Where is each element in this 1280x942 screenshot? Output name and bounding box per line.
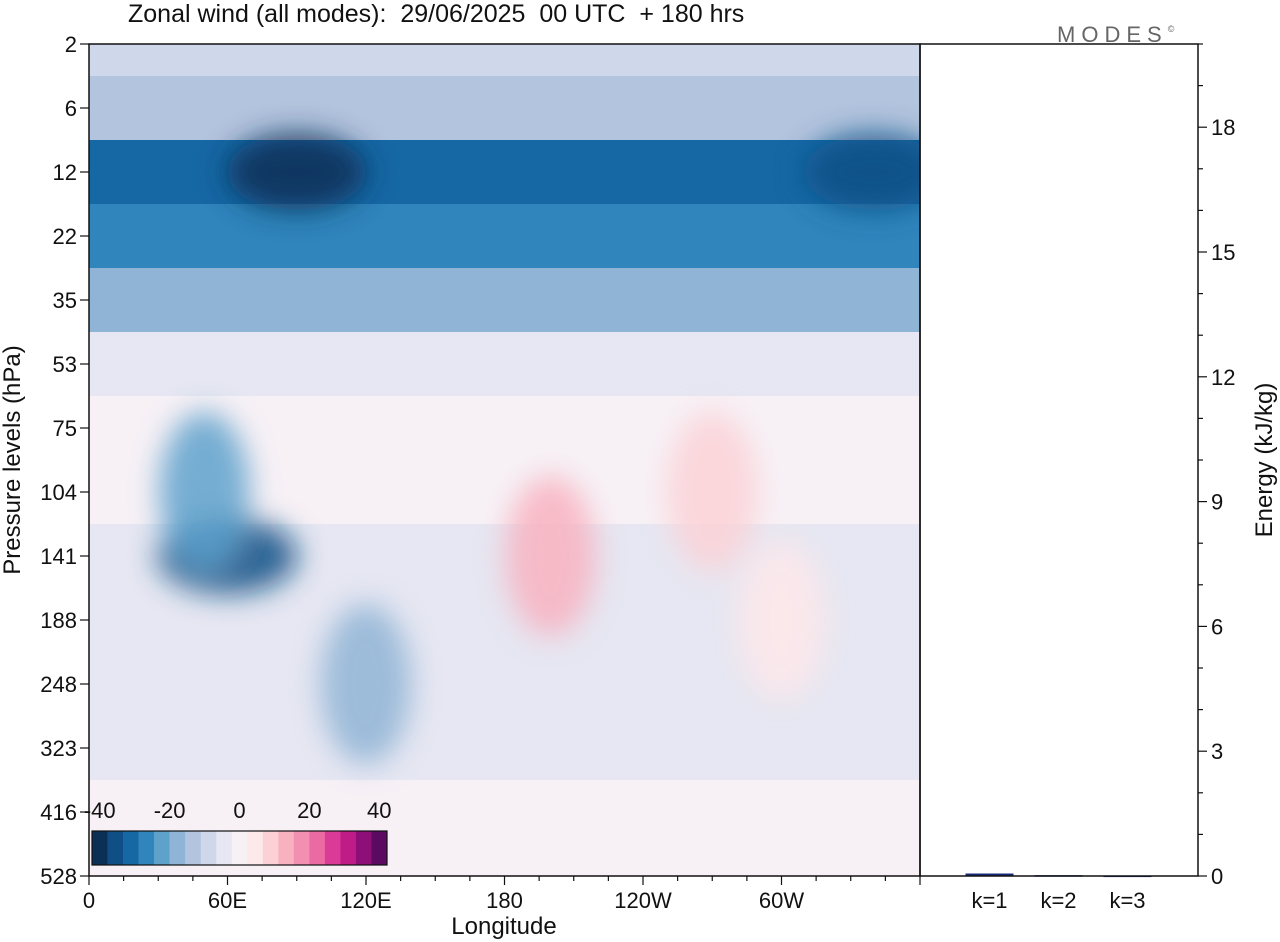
colorbar-swatch (216, 831, 233, 865)
colorbar-tick-label: -40 (84, 798, 116, 823)
energy-bar (965, 873, 1014, 876)
colorbar-tick-label: 0 (233, 798, 245, 823)
energy-tick-label: 0 (1211, 864, 1223, 889)
heatmap-features (157, 134, 920, 764)
colorbar: -40 -20 0 20 40 (84, 798, 391, 866)
heatmap-anomaly (226, 134, 367, 210)
heatmap-band (89, 44, 920, 77)
energy-tick-label: 3 (1211, 739, 1223, 764)
bar-category-label: k=3 (1109, 888, 1145, 913)
colorbar-swatch (324, 831, 341, 865)
colorbar-tick-label: 20 (297, 798, 321, 823)
y-tick-label: 248 (40, 672, 77, 697)
bar-panel-frame (919, 43, 1199, 877)
heatmap-anomaly (803, 134, 920, 210)
y-tick-label: 12 (53, 160, 77, 185)
colorbar-swatch (355, 831, 372, 865)
heatmap-band (89, 140, 920, 205)
heatmap-band (89, 332, 920, 397)
colorbar-tick-label: 40 (367, 798, 391, 823)
x-tick-label: 60W (759, 888, 804, 913)
colorbar-swatch (293, 831, 310, 865)
colorbar-swatch (92, 831, 108, 865)
colorbar-swatch (138, 831, 155, 865)
y-tick-label: 53 (53, 352, 77, 377)
colorbar-swatch (154, 831, 170, 865)
x-tick-label: 0 (83, 888, 95, 913)
heatmap-band (89, 76, 920, 141)
energy-tick-label: 6 (1211, 614, 1223, 639)
y-axis-label: Pressure levels (hPa) (0, 345, 26, 574)
colorbar-swatch (200, 831, 217, 865)
colorbar-swatch (278, 831, 295, 865)
y-tick-label: 104 (40, 480, 77, 505)
x-tick-label: 120W (614, 888, 672, 913)
energy-tick-label: 9 (1211, 490, 1223, 515)
colorbar-swatch (107, 831, 124, 865)
x-tick-label: 120E (340, 888, 391, 913)
colorbar-swatch (309, 831, 326, 865)
energy-bar-panel: k=1 k=2 k=3 (965, 873, 1152, 913)
y-tick-label: 416 (40, 800, 77, 825)
heatmap-anomaly (505, 476, 596, 636)
x-tick-label: 180 (486, 888, 523, 913)
colorbar-tick-label: -20 (154, 798, 186, 823)
x-axis: 0 60E 120E 180 120W 60W (83, 876, 921, 913)
y-tick-label: 2 (65, 32, 77, 57)
x-axis-label: Longitude (451, 913, 556, 940)
y-axis-right: 0 3 6 9 12 15 18 (1198, 43, 1235, 889)
colorbar-swatch (185, 831, 201, 865)
energy-axis-label: Energy (kJ/kg) (1251, 383, 1278, 538)
y-tick-label: 323 (40, 736, 77, 761)
colorbar-swatch (262, 831, 279, 865)
colorbar-swatch (231, 831, 248, 865)
heatmap-anomaly (736, 540, 827, 700)
y-tick-label: 75 (53, 416, 77, 441)
heatmap-anomaly (159, 412, 250, 572)
logo-text: MODES (1057, 22, 1168, 47)
heatmap-band (89, 204, 920, 269)
y-axis-left: 2 6 12 22 35 53 75 104 141 188 248 323 416 528 (40, 32, 89, 889)
colorbar-swatch (371, 831, 388, 865)
heatmap-anomaly (667, 412, 758, 572)
energy-tick-label: 18 (1211, 115, 1235, 140)
colorbar-swatch (247, 831, 264, 865)
bar-category-label: k=2 (1040, 888, 1076, 913)
chart-title: Zonal wind (all modes): 29/06/2025 00 UT… (128, 0, 745, 28)
y-tick-label: 141 (40, 544, 77, 569)
colorbar-swatch (340, 831, 357, 865)
y-tick-label: 188 (40, 608, 77, 633)
colorbar-frame (91, 830, 388, 866)
y-tick-label: 528 (40, 864, 77, 889)
y-tick-label: 6 (65, 96, 77, 121)
y-tick-label: 35 (53, 288, 77, 313)
energy-tick-label: 12 (1211, 365, 1235, 390)
x-tick-label: 60E (208, 888, 247, 913)
heatmap-band (89, 268, 920, 333)
energy-tick-label: 15 (1211, 240, 1235, 265)
modes-logo: MODES© (1057, 22, 1175, 47)
heatmap-anomaly (321, 604, 411, 764)
bar-category-label: k=1 (971, 888, 1007, 913)
heatmap-band (89, 716, 920, 781)
colorbar-swatch (123, 831, 139, 865)
y-tick-label: 22 (53, 224, 77, 249)
colorbar-swatch (169, 831, 186, 865)
heatmap-panel (89, 44, 920, 876)
